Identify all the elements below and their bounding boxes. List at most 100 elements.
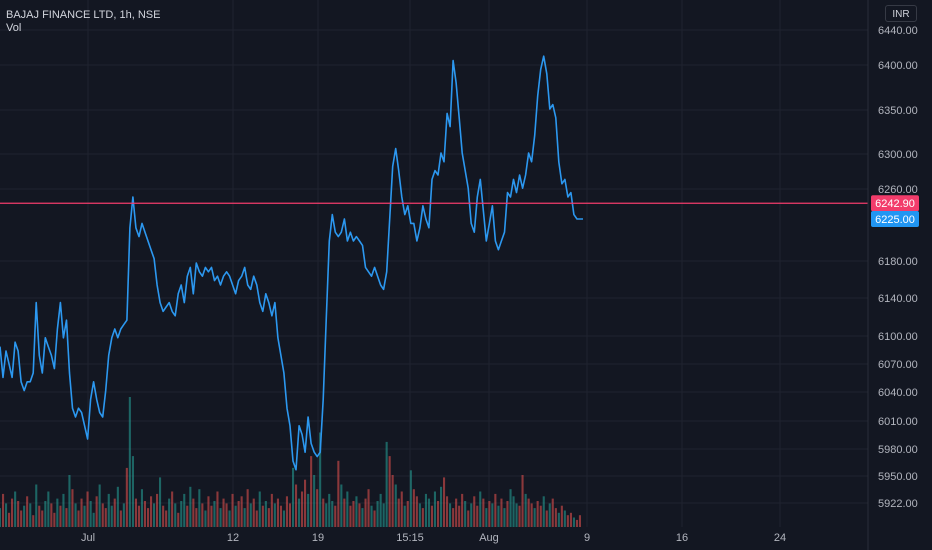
volume-bar xyxy=(397,498,400,527)
volume-bar xyxy=(575,519,578,527)
price-axis[interactable]: 6440.00 6400.00 6350.00 6300.00 6260.00 6180.… xyxy=(878,25,918,510)
volume-bar xyxy=(470,503,473,527)
volume-bar xyxy=(110,505,113,527)
price-tick-label: 6260.00 xyxy=(878,184,918,196)
volume-bar xyxy=(162,505,165,527)
volume-bar xyxy=(542,496,545,527)
volume-bar xyxy=(228,510,231,527)
volume-bar xyxy=(346,491,349,527)
volume-bar xyxy=(536,501,539,527)
volume-bar xyxy=(153,503,156,527)
volume-bar xyxy=(418,503,421,527)
volume-bars xyxy=(0,397,581,527)
volume-bar xyxy=(116,486,119,527)
volume-bar xyxy=(461,493,464,527)
volume-bar xyxy=(282,510,285,527)
volume-bar xyxy=(198,489,201,527)
volume-bar xyxy=(89,501,92,527)
volume-bar xyxy=(443,477,446,527)
volume-bar xyxy=(264,501,267,527)
volume-bar xyxy=(11,498,14,527)
volume-bar xyxy=(44,501,47,527)
time-tick-label: Jul xyxy=(81,532,95,544)
volume-bar xyxy=(32,515,35,527)
volume-bar xyxy=(491,503,494,527)
volume-bar xyxy=(23,505,26,527)
volume-bar xyxy=(352,501,355,527)
time-tick-label: Aug xyxy=(479,532,499,544)
volume-bar xyxy=(476,505,479,527)
volume-bar xyxy=(427,498,430,527)
volume-bar xyxy=(524,493,527,527)
volume-bar xyxy=(307,493,310,527)
volume-bar xyxy=(83,505,86,527)
volume-bar xyxy=(171,491,174,527)
volume-bar xyxy=(261,505,264,527)
volume-bar xyxy=(71,489,74,527)
volume-bar xyxy=(452,508,455,527)
volume-bar xyxy=(62,493,65,527)
volume-bar xyxy=(578,515,581,527)
price-tick-label: 5922.00 xyxy=(878,498,918,510)
volume-bar xyxy=(527,498,530,527)
currency-button[interactable]: INR xyxy=(885,5,917,22)
volume-bar xyxy=(237,501,240,527)
volume-bar xyxy=(488,501,491,527)
volume-bar xyxy=(17,501,20,527)
volume-bar xyxy=(518,505,521,527)
volume-bar xyxy=(449,503,452,527)
volume-bar xyxy=(74,503,77,527)
volume-bar xyxy=(379,493,382,527)
volume-bar xyxy=(267,508,270,527)
volume-bar xyxy=(409,470,412,527)
volume-bar xyxy=(376,501,379,527)
volume-bar xyxy=(207,496,210,527)
price-tick-label: 6040.00 xyxy=(878,387,918,399)
volume-bar xyxy=(134,498,137,527)
volume-bar xyxy=(285,496,288,527)
volume-bar xyxy=(497,505,500,527)
volume-bar xyxy=(255,510,258,527)
volume-bar xyxy=(131,456,134,527)
price-tick-label: 6350.00 xyxy=(878,105,918,117)
volume-bar xyxy=(225,503,228,527)
volume-bar xyxy=(403,505,406,527)
price-tick-label: 6140.00 xyxy=(878,293,918,305)
volume-bar xyxy=(415,496,418,527)
volume-bar xyxy=(177,512,180,527)
volume-bar xyxy=(80,498,83,527)
volume-bar xyxy=(325,503,328,527)
volume-bar xyxy=(515,503,518,527)
volume-bar xyxy=(20,510,23,527)
symbol-title[interactable]: BAJAJ FINANCE LTD, 1h, NSE xyxy=(6,9,161,21)
price-labels: 6242.90 6225.00 xyxy=(871,195,919,227)
volume-bar xyxy=(361,508,364,527)
volume-bar xyxy=(258,491,261,527)
volume-indicator-label[interactable]: Vol xyxy=(6,22,22,34)
volume-bar xyxy=(337,460,340,527)
volume-bar xyxy=(539,505,542,527)
volume-bar xyxy=(125,467,128,527)
volume-bar xyxy=(430,505,433,527)
volume-bar xyxy=(569,512,572,527)
volume-bar xyxy=(288,503,291,527)
volume-bar xyxy=(367,489,370,527)
time-tick-label: 24 xyxy=(774,532,786,544)
volume-bar xyxy=(204,510,207,527)
volume-bar xyxy=(156,493,159,527)
volume-bar xyxy=(421,508,424,527)
volume-bar xyxy=(189,486,192,527)
volume-bar xyxy=(98,484,101,527)
volume-bar xyxy=(400,491,403,527)
volume-bar xyxy=(104,508,107,527)
volume-bar xyxy=(572,517,575,527)
volume-bar xyxy=(86,491,89,527)
time-axis[interactable]: Jul 12 19 15:15 Aug 9 16 24 xyxy=(81,532,786,544)
volume-bar xyxy=(128,397,131,527)
volume-bar xyxy=(313,475,316,527)
volume-bar xyxy=(56,498,59,527)
volume-bar xyxy=(458,505,461,527)
volume-bar xyxy=(8,512,11,527)
volume-bar xyxy=(304,479,307,527)
